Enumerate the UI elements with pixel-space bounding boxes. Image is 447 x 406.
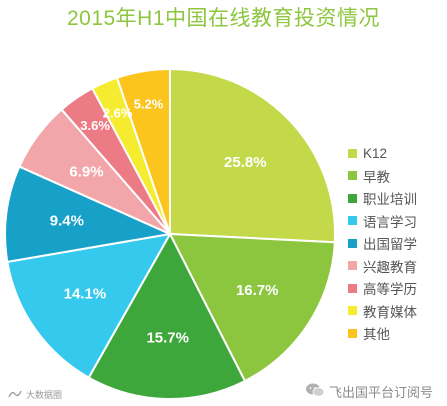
legend-label: 高等学历 (363, 282, 417, 298)
watermark-left-text: 大数据圈 (26, 390, 63, 400)
pie-value-label: 5.2% (134, 96, 164, 111)
legend-label: 教育媒体 (363, 304, 417, 320)
pie-value-label: 9.4% (50, 212, 84, 229)
pie-slice (168, 232, 336, 383)
watermark-logo-icon (8, 389, 22, 401)
legend-label: 其他 (363, 327, 390, 343)
legend-item: 语言学习 (348, 210, 417, 233)
pie-slice (115, 67, 171, 235)
legend-label: K12 (363, 145, 388, 161)
legend-swatch (348, 283, 357, 293)
wechat-icon (305, 382, 325, 401)
watermark-right-text: 飞出国平台订阅号 (328, 385, 433, 400)
legend-swatch (348, 216, 357, 226)
legend-label: 早教 (363, 169, 390, 185)
watermark-left: 大数据圈 (8, 388, 62, 401)
pie-value-label: 6.9% (69, 164, 103, 181)
chart-legend: K12 早教职业培训语言学习出国留学兴趣教育高等学历教育媒体其他 (348, 142, 417, 345)
pie-slice (4, 165, 174, 264)
pie-value-label: 2.6% (103, 105, 133, 120)
pie-slice (169, 67, 336, 244)
legend-label: 兴趣教育 (363, 259, 417, 275)
legend-label: 职业培训 (363, 192, 417, 208)
legend-swatch (348, 148, 357, 158)
pie-value-label: 15.7% (146, 329, 189, 346)
legend-item: 教育媒体 (348, 300, 417, 323)
legend-item: 早教 (348, 165, 417, 188)
legend-item: 职业培训 (348, 187, 417, 210)
legend-swatch (348, 238, 357, 248)
legend-label: 语言学习 (363, 214, 417, 230)
legend-item: 其他 (348, 322, 417, 345)
legend-item: 出国留学 (348, 232, 417, 255)
pie-value-labels: 25.8% 16.7% 15.7% 14.1% 9.4% 6.9% 3.6%2.6%5.2% (50, 96, 279, 346)
legend-item: 高等学历 (348, 277, 417, 300)
legend-swatch (348, 328, 357, 338)
legend-swatch (348, 261, 357, 271)
pie-value-label: 25.8% (224, 154, 267, 171)
chart-title: 2015年H1中国在线教育投资情况 (66, 7, 381, 30)
legend-item: 兴趣教育 (348, 255, 417, 278)
pie-slice (6, 232, 172, 379)
legend-swatch (348, 193, 357, 203)
pie-value-label: 3.6% (80, 118, 110, 133)
pie-slice (87, 231, 247, 400)
pie-value-label: 16.7% (236, 282, 279, 299)
watermark-right: 飞出国平台订阅号 (305, 382, 433, 401)
legend-swatch (348, 171, 357, 181)
pie-slices (4, 67, 336, 400)
legend-item: K12 (348, 142, 417, 165)
legend-swatch (348, 306, 357, 316)
legend-label: 出国留学 (363, 237, 417, 253)
pie-value-label: 14.1% (64, 285, 107, 302)
